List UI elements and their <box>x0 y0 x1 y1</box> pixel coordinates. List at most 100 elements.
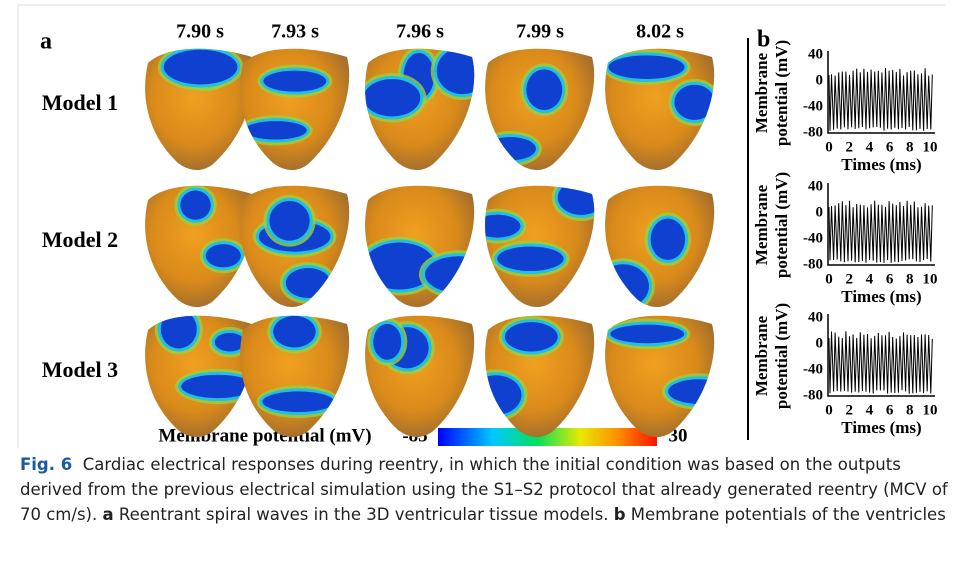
heart <box>604 316 735 437</box>
x-tick-label: 8 <box>906 139 914 155</box>
x-tick-label: 10 <box>923 402 938 418</box>
y-axis-label: Membrane <box>752 52 771 133</box>
time-label: 7.99 s <box>516 21 564 43</box>
page: {"panel_a": {"label": "a", "times": ["7.… <box>0 0 956 581</box>
heart <box>145 185 254 308</box>
caption-label: Fig. 6 <box>20 455 72 474</box>
x-tick-label: 6 <box>886 271 894 287</box>
x-tick-label: 2 <box>845 139 853 155</box>
trace <box>829 68 932 131</box>
caption-b: b <box>614 505 626 524</box>
x-tick-label: 4 <box>866 139 874 155</box>
heart <box>240 186 349 307</box>
x-tick-label: 4 <box>866 271 874 287</box>
wave <box>526 69 562 110</box>
y-tick-label: 0 <box>816 335 824 351</box>
trace <box>829 331 932 394</box>
wave <box>597 264 649 308</box>
y-axis-label: potential (mV) <box>772 303 791 409</box>
wave <box>245 121 307 139</box>
x-tick-label: 10 <box>923 271 938 287</box>
y-tick-label: 0 <box>816 204 824 220</box>
y-axis-label: Membrane <box>752 315 771 396</box>
wave <box>437 48 488 95</box>
time-label: 7.93 s <box>271 21 319 43</box>
heart <box>358 42 494 170</box>
wave <box>425 256 492 292</box>
wave <box>668 379 729 404</box>
model-label: Model 2 <box>42 227 118 252</box>
wave <box>215 333 245 352</box>
heart <box>145 44 254 170</box>
time-label: 8.02 s <box>636 21 684 43</box>
y-tick-label: -40 <box>803 230 823 246</box>
heart <box>239 49 350 170</box>
wave <box>474 215 521 238</box>
heart <box>464 316 594 437</box>
heart <box>365 316 474 437</box>
heart <box>357 186 498 307</box>
wave <box>273 316 316 348</box>
y-axis-label: Membrane <box>752 184 771 265</box>
wave <box>286 268 331 298</box>
x-tick-label: 0 <box>825 402 833 418</box>
y-axis-label: potential (mV) <box>772 40 791 146</box>
wave <box>180 191 210 220</box>
wave <box>161 310 197 349</box>
heart <box>479 49 594 170</box>
heart <box>591 186 714 314</box>
x-tick-label: 6 <box>886 402 894 418</box>
wave <box>262 391 334 412</box>
x-tick-label: 10 <box>923 139 938 155</box>
x-axis-label: Times (ms) <box>841 418 921 437</box>
wave <box>206 244 241 267</box>
wave <box>610 325 684 344</box>
caption-a: a <box>102 505 113 524</box>
wave <box>263 71 326 92</box>
wave <box>497 246 563 271</box>
model-label: Model 3 <box>42 357 118 382</box>
y-tick-label: -80 <box>803 256 823 272</box>
caption-b-text: Membrane potentials of the ventricles <box>631 505 946 524</box>
heart <box>468 174 611 307</box>
x-tick-label: 6 <box>886 139 894 155</box>
time-label: 7.90 s <box>176 21 224 43</box>
y-tick-label: 40 <box>808 46 823 62</box>
x-tick-label: 2 <box>845 402 853 418</box>
x-tick-label: 2 <box>845 271 853 287</box>
wave <box>674 85 714 120</box>
figure: a b Membrane potential (mV) -85 30 7.90 … <box>0 0 956 450</box>
y-tick-label: -40 <box>803 361 823 377</box>
model-label: Model 1 <box>42 90 118 115</box>
wave <box>608 55 684 79</box>
trace <box>829 201 932 263</box>
y-tick-label: -80 <box>803 387 823 403</box>
heart <box>602 49 720 170</box>
x-axis-label: Times (ms) <box>841 287 921 306</box>
x-tick-label: 0 <box>825 271 833 287</box>
wave <box>485 137 536 160</box>
wave <box>505 322 558 351</box>
wave <box>164 50 238 85</box>
x-axis-label: Times (ms) <box>841 155 921 174</box>
wave <box>373 324 401 360</box>
heart-waves <box>357 237 498 299</box>
panel-label: b <box>757 27 770 53</box>
y-tick-label: 40 <box>808 178 823 194</box>
heart <box>240 310 349 437</box>
y-axis-label: potential (mV) <box>772 172 791 278</box>
y-tick-label: -80 <box>803 124 823 140</box>
y-tick-label: -40 <box>803 98 823 114</box>
time-label: 7.96 s <box>396 21 444 43</box>
panel-label: a <box>40 29 52 55</box>
y-tick-label: 40 <box>808 309 823 325</box>
caption-a-text: Reentrant spiral waves in the 3D ventric… <box>119 505 609 524</box>
x-tick-label: 8 <box>906 271 914 287</box>
x-tick-label: 4 <box>866 402 874 418</box>
wave <box>558 180 605 215</box>
wave <box>651 219 686 260</box>
wave <box>470 375 521 415</box>
x-tick-label: 8 <box>906 402 914 418</box>
caption: Fig. 6 Cardiac electrical responses duri… <box>20 452 948 527</box>
y-tick-label: 0 <box>816 72 824 88</box>
